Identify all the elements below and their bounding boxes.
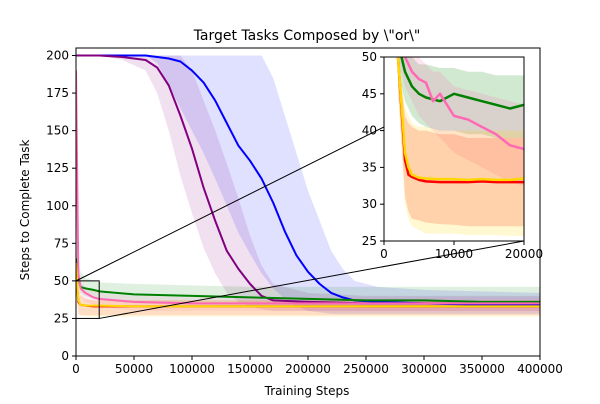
main-x-tick-label-4: 200000	[285, 362, 331, 376]
main-x-tick-label-5: 250000	[343, 362, 389, 376]
inset-x-tick-label-1: 10000	[435, 247, 473, 261]
zoom-region-box	[75, 280, 100, 319]
inset-line-2	[396, 57, 524, 184]
inset-x-tick-label-2: 20000	[505, 247, 543, 261]
zoom-connector-bottom	[99, 240, 525, 319]
inset-line-1	[403, 57, 524, 151]
main-x-tick-label-2: 100000	[169, 362, 215, 376]
x-axis-label: Training Steps	[264, 384, 350, 398]
main-band-1	[76, 55, 540, 311]
main-x-tick-label-3: 150000	[227, 362, 273, 376]
inset-series-group	[396, 57, 524, 236]
inset-y-tick-label-4: 45	[362, 87, 377, 101]
chart-title: Target Tasks Composed by \"or\"	[193, 28, 421, 44]
main-y-tick-label-7: 175	[46, 86, 69, 100]
inset-band-2	[398, 57, 524, 227]
main-y-tick-label-4: 100	[46, 199, 69, 213]
main-band-2	[76, 235, 540, 308]
inset-plot: 0 10000 20000 25 30 35 40 45 50	[362, 50, 543, 261]
inset-y-tick-label-5: 50	[362, 50, 377, 64]
main-x-tick-label-8: 400000	[517, 362, 563, 376]
main-y-tick-label-0: 0	[61, 349, 69, 363]
main-y-tick-label-2: 50	[54, 274, 69, 288]
inset-y-tick-label-0: 25	[362, 234, 377, 248]
main-y-tick-label-8: 200	[46, 49, 69, 63]
main-y-tick-label-5: 125	[46, 161, 69, 175]
main-y-tick-label-6: 150	[46, 124, 69, 138]
main-x-tick-label-6: 300000	[401, 362, 447, 376]
inset-x-tick-label-0: 0	[380, 247, 388, 261]
inset-line-0	[400, 57, 524, 110]
inset-band-0	[398, 57, 524, 138]
main-x-tick-label-0: 0	[72, 362, 80, 376]
main-y-tick-label-3: 75	[54, 236, 69, 250]
inset-line-3	[396, 57, 524, 182]
main-y-tick-label-1: 25	[54, 311, 69, 325]
inset-plot-area	[384, 57, 524, 241]
inset-band-3	[398, 57, 524, 236]
main-band-0	[76, 55, 540, 314]
inset-y-tick-label-1: 30	[362, 197, 377, 211]
inset-y-tick-label-3: 40	[362, 124, 377, 138]
inset-y-tick-label-2: 35	[362, 160, 377, 174]
y-axis-label: Steps to Complete Task	[18, 140, 32, 281]
main-x-tick-label-1: 50000	[115, 362, 153, 376]
main-x-tick-label-7: 350000	[459, 362, 505, 376]
main-line-1	[76, 54, 540, 305]
